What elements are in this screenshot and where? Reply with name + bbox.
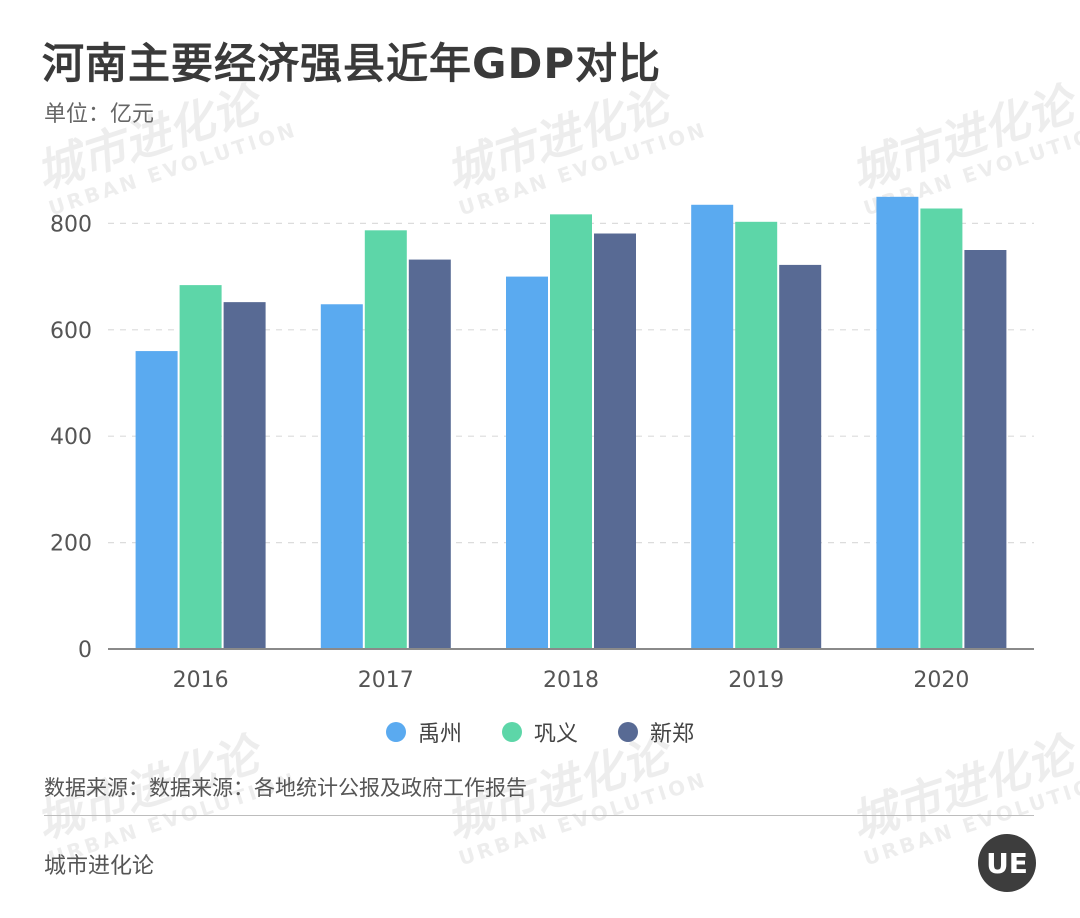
bar xyxy=(179,285,222,649)
x-tick-label: 2016 xyxy=(173,668,229,693)
bar xyxy=(779,264,822,649)
y-tick-label: 400 xyxy=(50,425,92,450)
bar xyxy=(506,276,548,649)
legend-swatch xyxy=(501,722,522,742)
source-note: 数据来源：数据来源：各地统计公报及政府工作报告 xyxy=(44,776,527,800)
x-tick-label: 2019 xyxy=(728,668,784,693)
unit-label: 单位：亿元 xyxy=(44,102,155,127)
bar xyxy=(364,230,407,650)
x-tick-label: 2020 xyxy=(913,668,969,693)
bar xyxy=(920,208,963,649)
bar xyxy=(735,221,778,649)
bar xyxy=(964,250,1007,649)
legend-label: 新郑 xyxy=(650,722,695,747)
y-tick-label: 800 xyxy=(50,212,92,237)
bar xyxy=(135,351,178,649)
legend-label: 禹州 xyxy=(417,722,462,747)
brand-name: 城市进化论 xyxy=(44,854,155,879)
legend-swatch xyxy=(618,722,638,742)
y-tick-label: 200 xyxy=(50,532,92,557)
brand-logo: UE xyxy=(978,834,1036,892)
bar xyxy=(223,302,266,649)
legend: 禹州 巩义 新郑 xyxy=(0,716,1080,748)
x-tick-label: 2018 xyxy=(543,668,599,693)
legend-item-xinzheng: 新郑 xyxy=(618,716,694,748)
bar xyxy=(320,304,363,649)
bar xyxy=(550,214,592,649)
bar xyxy=(876,196,919,650)
chart-title: 河南主要经济强县近年GDP对比 xyxy=(42,39,662,88)
legend-item-yuzhou: 禹州 xyxy=(385,716,462,748)
legend-swatch xyxy=(385,722,406,742)
legend-label: 巩义 xyxy=(533,722,578,747)
x-tick-label: 2017 xyxy=(358,668,414,693)
bar xyxy=(691,204,734,649)
footer-divider xyxy=(44,815,1034,816)
y-tick-label: 600 xyxy=(50,319,92,344)
y-tick-label: 0 xyxy=(78,638,92,663)
bar-chart: 0 200 400 600 800 2016 2017 2018 2019 2020 xyxy=(50,196,1034,693)
bar xyxy=(594,233,636,649)
legend-item-gongyi: 巩义 xyxy=(501,716,578,748)
bar xyxy=(408,259,451,649)
